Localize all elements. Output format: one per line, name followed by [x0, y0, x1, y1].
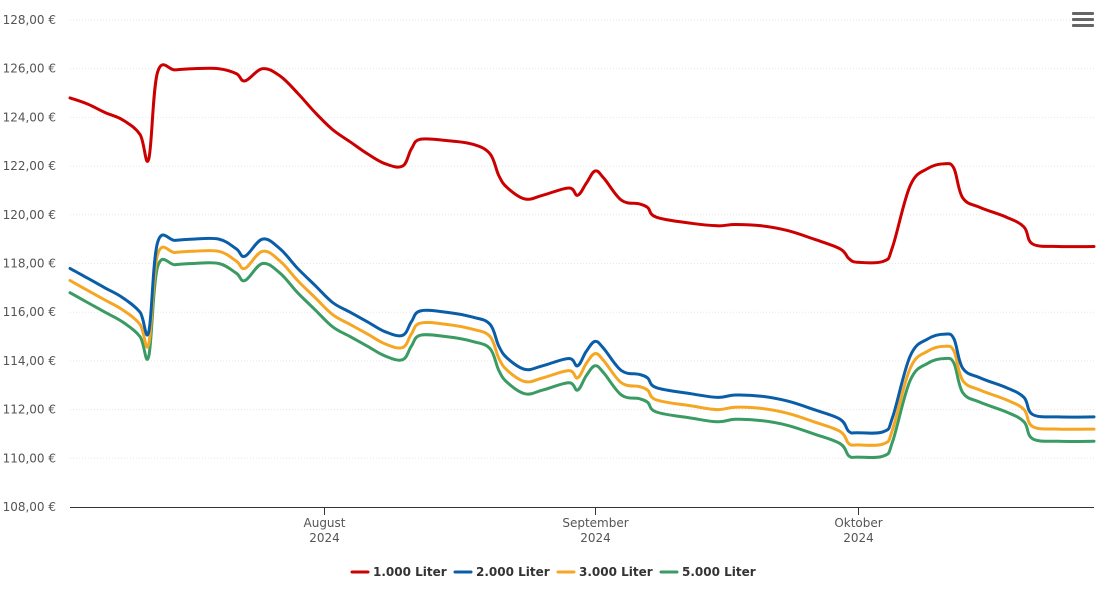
legend-item[interactable]: 1.000 Liter — [350, 565, 447, 579]
y-axis: 108,00 € 110,00 € 112,00 € 114,00 € 116,00 €… — [3, 13, 56, 514]
y-tick-label: 118,00 € — [3, 257, 56, 271]
series-line-1-000-liter — [68, 63, 1096, 265]
menu-bar-icon — [1072, 24, 1094, 27]
legend-label: 2.000 Liter — [476, 565, 550, 579]
y-tick-label: 108,00 € — [3, 500, 56, 514]
series-line-3-000-liter — [68, 245, 1096, 447]
y-tick-label: 122,00 € — [3, 159, 56, 173]
y-tick-label: 114,00 € — [3, 354, 56, 368]
legend[interactable]: 1.000 Liter 2.000 Liter 3.000 Liter 5.000 L… — [350, 565, 756, 579]
y-tick-label: 110,00 € — [3, 451, 56, 465]
legend-label: 3.000 Liter — [579, 565, 653, 579]
x-tick-label-month: September — [562, 516, 628, 530]
y-tick-label: 120,00 € — [3, 208, 56, 222]
y-tick-label: 116,00 € — [3, 305, 56, 319]
x-tick-label-year: 2024 — [580, 531, 611, 545]
series-line-2-000-liter — [68, 233, 1096, 435]
series-lines — [68, 63, 1096, 460]
legend-item[interactable]: 5.000 Liter — [659, 565, 756, 579]
x-tick-label-month: Oktober — [834, 516, 882, 530]
legend-item[interactable]: 2.000 Liter — [453, 565, 550, 579]
series-line-5-000-liter — [68, 257, 1096, 460]
x-tick-label-year: 2024 — [843, 531, 874, 545]
y-tick-label: 112,00 € — [3, 403, 56, 417]
x-tick-label-year: 2024 — [309, 531, 340, 545]
menu-bar-icon — [1072, 12, 1094, 15]
y-tick-label: 126,00 € — [3, 62, 56, 76]
x-tick-label-month: August — [304, 516, 346, 530]
y-tick-label: 124,00 € — [3, 110, 56, 124]
y-tick-label: 128,00 € — [3, 13, 56, 27]
legend-label: 5.000 Liter — [682, 565, 756, 579]
hamburger-menu-icon[interactable] — [1072, 12, 1094, 32]
menu-bar-icon — [1072, 18, 1094, 21]
legend-label: 1.000 Liter — [373, 565, 447, 579]
legend-item[interactable]: 3.000 Liter — [556, 565, 653, 579]
